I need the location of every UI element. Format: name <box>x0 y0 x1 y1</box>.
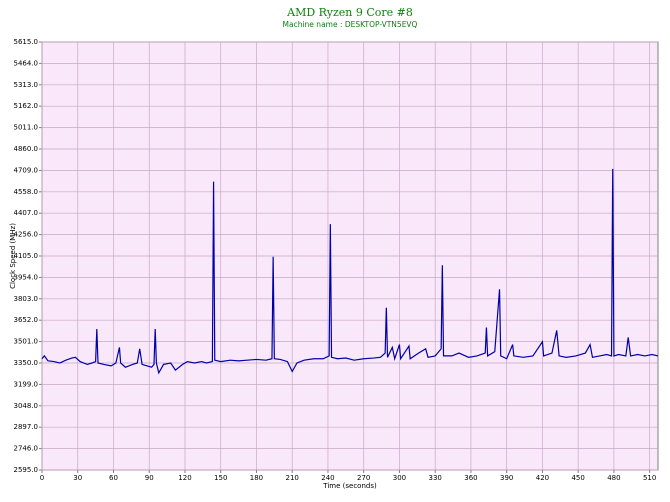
x-tick-label: 450 <box>571 474 584 482</box>
x-axis-label: Time (seconds) <box>322 482 377 490</box>
y-tick-label: 3048.0 <box>14 402 39 410</box>
y-tick-label: 5162.0 <box>14 102 39 110</box>
y-tick-label: 2746.0 <box>14 445 39 453</box>
y-tick-label: 5464.0 <box>14 59 39 67</box>
chart-subtitle: Machine name : DESKTOP-VTN5EVQ <box>283 20 418 29</box>
y-tick-label: 3803.0 <box>14 295 39 303</box>
x-tick-label: 360 <box>464 474 477 482</box>
y-tick-label: 2897.0 <box>14 423 39 431</box>
y-tick-label: 4256.0 <box>14 231 39 239</box>
y-axis-label: Clock Speed (MHz) <box>9 223 17 289</box>
x-tick-label: 510 <box>643 474 656 482</box>
line-series <box>41 168 659 375</box>
y-tick-label: 4407.0 <box>14 209 39 217</box>
x-tick-label: 390 <box>500 474 513 482</box>
y-tick-label: 3954.0 <box>14 273 39 281</box>
x-tick-label: 120 <box>178 474 191 482</box>
y-tick-label: 4860.0 <box>14 145 39 153</box>
chart-title: AMD Ryzen 9 Core #8 <box>286 6 413 19</box>
y-tick-label: 4709.0 <box>14 166 39 174</box>
y-tick-label: 3199.0 <box>14 380 39 388</box>
x-tick-label: 90 <box>145 474 154 482</box>
x-tick-label: 300 <box>393 474 406 482</box>
y-tick-label: 4558.0 <box>14 188 39 196</box>
x-tick-label: 240 <box>321 474 334 482</box>
x-tick-label: 480 <box>607 474 620 482</box>
y-tick-label: 3501.0 <box>14 338 39 346</box>
y-tick-label: 4105.0 <box>14 252 39 260</box>
y-tick-label: 5313.0 <box>14 81 39 89</box>
y-tick-label: 5011.0 <box>14 124 39 132</box>
x-tick-label: 270 <box>357 474 370 482</box>
y-tick-label: 3652.0 <box>14 316 39 324</box>
y-tick-label: 3350.0 <box>14 359 39 367</box>
x-tick-label: 330 <box>429 474 442 482</box>
y-tick-label: 2595.0 <box>14 466 39 474</box>
x-tick-label: 60 <box>109 474 118 482</box>
y-tick-label: 5615.0 <box>14 38 39 46</box>
x-tick-label: 0 <box>40 474 44 482</box>
x-tick-label: 210 <box>286 474 299 482</box>
x-tick-label: 420 <box>536 474 549 482</box>
x-tick-label: 150 <box>214 474 227 482</box>
x-tick-label: 180 <box>250 474 263 482</box>
x-tick-label: 30 <box>73 474 82 482</box>
